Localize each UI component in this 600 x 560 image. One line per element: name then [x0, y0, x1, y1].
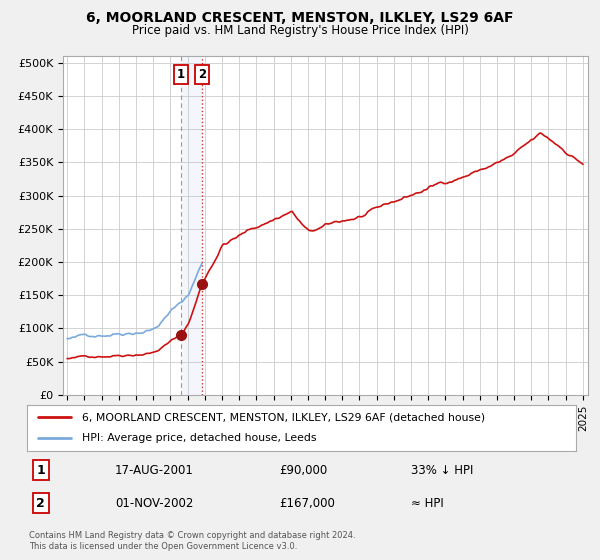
Text: 17-AUG-2001: 17-AUG-2001: [115, 464, 194, 477]
Text: Contains HM Land Registry data © Crown copyright and database right 2024.: Contains HM Land Registry data © Crown c…: [29, 531, 355, 540]
Text: 1: 1: [177, 68, 185, 81]
Text: ≈ HPI: ≈ HPI: [412, 497, 444, 510]
Text: 01-NOV-2002: 01-NOV-2002: [115, 497, 193, 510]
Text: 6, MOORLAND CRESCENT, MENSTON, ILKLEY, LS29 6AF (detached house): 6, MOORLAND CRESCENT, MENSTON, ILKLEY, L…: [82, 412, 485, 422]
Text: 33% ↓ HPI: 33% ↓ HPI: [412, 464, 473, 477]
Bar: [181, 56, 202, 395]
Text: 1: 1: [37, 464, 45, 477]
Text: £90,000: £90,000: [280, 464, 328, 477]
Text: 2: 2: [37, 497, 45, 510]
Text: £167,000: £167,000: [280, 497, 335, 510]
Text: 2: 2: [198, 68, 206, 81]
Text: HPI: Average price, detached house, Leeds: HPI: Average price, detached house, Leed…: [82, 433, 316, 444]
Text: This data is licensed under the Open Government Licence v3.0.: This data is licensed under the Open Gov…: [29, 542, 297, 551]
Text: 6, MOORLAND CRESCENT, MENSTON, ILKLEY, LS29 6AF: 6, MOORLAND CRESCENT, MENSTON, ILKLEY, L…: [86, 11, 514, 25]
Text: Price paid vs. HM Land Registry's House Price Index (HPI): Price paid vs. HM Land Registry's House …: [131, 24, 469, 36]
